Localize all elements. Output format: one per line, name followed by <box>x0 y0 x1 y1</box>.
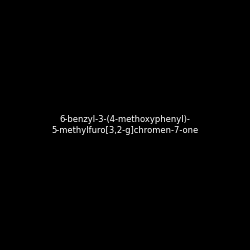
Text: 6-benzyl-3-(4-methoxyphenyl)-
5-methylfuro[3,2-g]chromen-7-one: 6-benzyl-3-(4-methoxyphenyl)- 5-methylfu… <box>52 115 199 135</box>
